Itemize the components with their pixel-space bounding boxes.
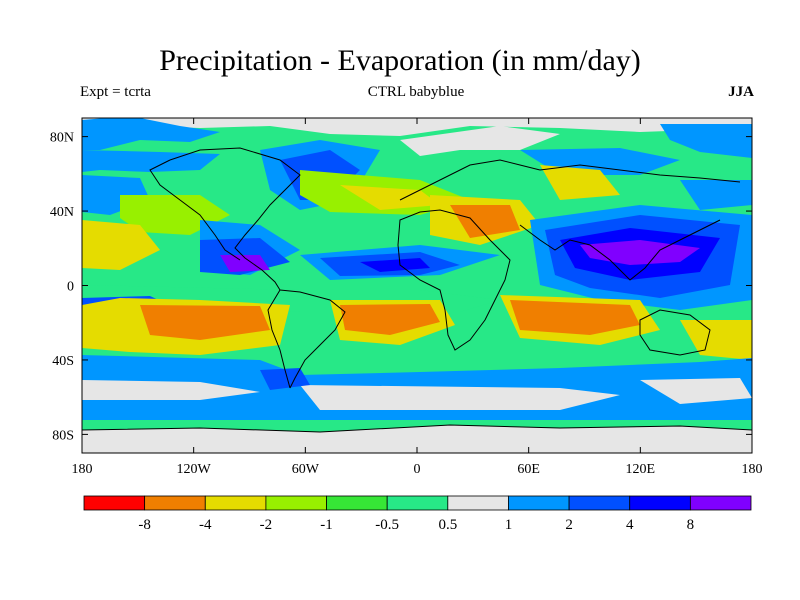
- x-tick-label: 60E: [517, 462, 540, 477]
- colorbar-swatch: [386, 495, 449, 511]
- colorbar-label: 2: [565, 517, 573, 533]
- x-axis: 180 120W 60W 0 60E 120E 180: [72, 118, 763, 477]
- chart-title: Precipitation - Evaporation (in mm/day): [159, 44, 641, 77]
- coastlines: [82, 147, 752, 433]
- colorbar-swatch: [265, 495, 327, 511]
- colorbar-label: 4: [626, 517, 634, 533]
- experiment-label: Expt = tcrta: [80, 84, 151, 100]
- x-tick-label: 120E: [626, 462, 656, 477]
- y-tick-label: 80S: [52, 428, 74, 443]
- colorbar-label: -2: [260, 517, 273, 533]
- x-tick-label: 180: [742, 462, 763, 477]
- x-tick-label: 180: [72, 462, 93, 477]
- colorbar-swatch: [689, 495, 752, 511]
- x-tick-label: 0: [414, 462, 421, 477]
- colorbar-label: -8: [138, 517, 151, 533]
- colorbar-swatch: [144, 495, 206, 511]
- colorbar-label: 1: [505, 517, 513, 533]
- colorbar-swatch: [629, 495, 691, 511]
- colorbar-label: -1: [320, 517, 333, 533]
- x-tick-label: 60W: [292, 462, 320, 477]
- colorbar-label: 0.5: [438, 517, 457, 533]
- y-tick-label: 0: [67, 280, 74, 295]
- precip-field: [82, 118, 752, 453]
- y-tick-label: 80N: [50, 131, 74, 146]
- colorbar-swatch: [204, 495, 267, 511]
- colorbar-swatch: [83, 495, 146, 511]
- colorbar-label: -0.5: [375, 517, 399, 533]
- y-tick-label: 40N: [50, 205, 74, 220]
- colorbar: -8 -4 -2 -1 -0.5 0.5 1 2 4 8: [83, 495, 752, 533]
- colorbar-swatch: [568, 495, 631, 511]
- run-label: CTRL babyblue: [367, 84, 465, 100]
- colorbar-swatch: [326, 495, 388, 511]
- colorbar-label: 8: [687, 517, 695, 533]
- x-tick-label: 120W: [177, 462, 212, 477]
- colorbar-swatch: [508, 495, 570, 511]
- colorbar-swatch: [447, 495, 509, 511]
- season-label: JJA: [728, 84, 754, 100]
- y-axis: 80N 40N 0 40S 80S: [50, 131, 752, 443]
- y-tick-label: 40S: [52, 354, 74, 369]
- colorbar-label: -4: [199, 517, 212, 533]
